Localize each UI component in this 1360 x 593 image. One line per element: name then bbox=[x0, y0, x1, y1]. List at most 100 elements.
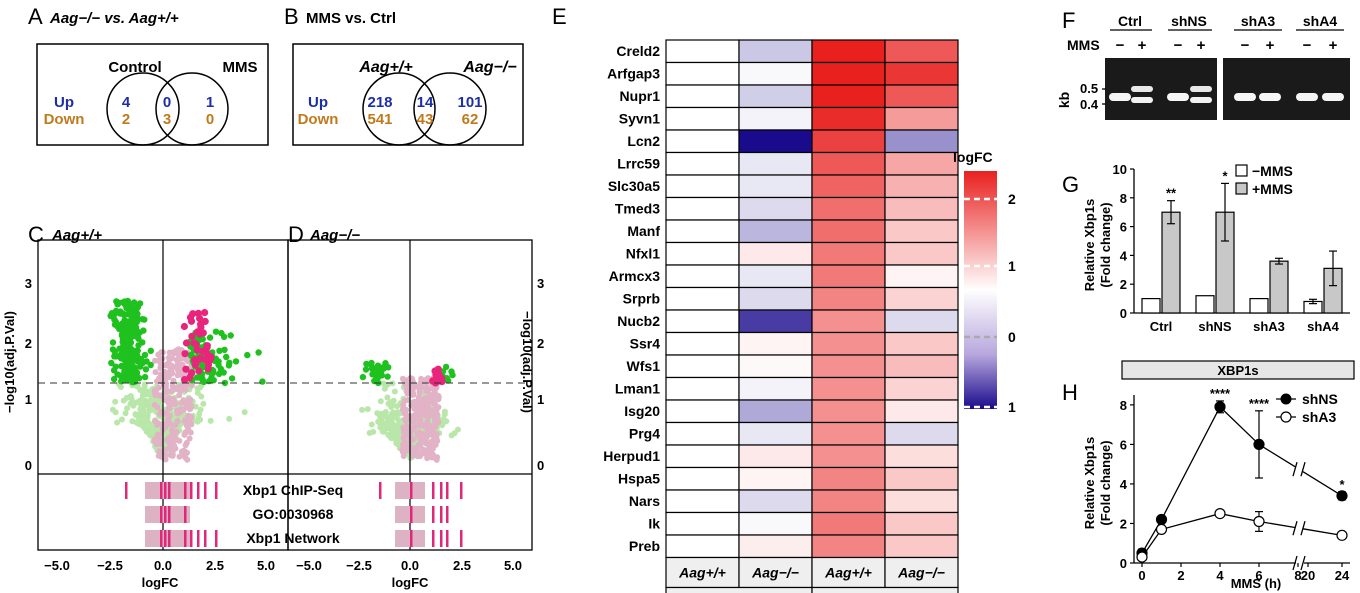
vol-x-tick-r2: 0.0 bbox=[401, 558, 419, 573]
track-gene-mark bbox=[160, 530, 163, 547]
volcano-point-nonsig bbox=[366, 430, 373, 436]
heatmap-cell bbox=[884, 106, 959, 131]
volcano-point-band bbox=[423, 440, 430, 447]
line-point-sha3 bbox=[1155, 523, 1168, 535]
heatmap-cell bbox=[884, 219, 959, 244]
volcano-point-band bbox=[185, 426, 192, 433]
volcano-point-target bbox=[202, 356, 210, 364]
volcano-point-sig bbox=[147, 361, 154, 369]
volcano-point-nonsig bbox=[388, 404, 395, 410]
volcano-point-sig bbox=[133, 370, 141, 377]
volcano-point-band bbox=[435, 404, 442, 411]
volcano-point-nonsig bbox=[391, 435, 398, 442]
bar-minus-mms bbox=[1195, 295, 1215, 314]
track-gene-mark bbox=[164, 482, 167, 499]
line-header-box bbox=[1121, 360, 1355, 380]
heatmap-cell bbox=[811, 511, 886, 536]
bar-x-tick-label: shA3 bbox=[1253, 319, 1285, 334]
heatmap-cell bbox=[665, 309, 740, 334]
volcano-point-sig bbox=[132, 320, 139, 327]
panel-c-title: Aag+/+ bbox=[51, 227, 102, 244]
volcano-right-xlabel: logFC bbox=[392, 575, 429, 590]
track-gene-mark bbox=[379, 482, 382, 499]
volcano-point-sig bbox=[109, 339, 117, 346]
volcano-point-band bbox=[423, 430, 430, 437]
volcano-point-band bbox=[174, 418, 181, 425]
heatmap-legend-bar bbox=[964, 171, 997, 409]
volcano-point-sig bbox=[218, 329, 225, 337]
volcano-point-target bbox=[192, 340, 200, 349]
vol-y2-tick-2: 2 bbox=[537, 336, 544, 351]
volcano-point-band bbox=[423, 383, 430, 390]
venn-col1: Control bbox=[108, 59, 161, 76]
heatmap-col-box bbox=[738, 556, 813, 589]
vol-x-tick-l1: −2.5 bbox=[97, 558, 123, 573]
vol-x-tick-r1: −2.5 bbox=[346, 558, 372, 573]
bar-ylabel-2: (Fold change) bbox=[1098, 202, 1113, 287]
heatmap-cell bbox=[738, 421, 813, 446]
volcano-point-target bbox=[180, 322, 188, 331]
line-point-sha3 bbox=[1336, 529, 1348, 541]
volcano-point-band bbox=[400, 434, 407, 441]
volcano-point-band bbox=[400, 401, 407, 408]
heatmap-group-box bbox=[811, 586, 959, 593]
venn-up-label: Up bbox=[54, 94, 74, 111]
bar-legend-minus: −MMS bbox=[1252, 163, 1293, 179]
volcano-point-band bbox=[162, 389, 169, 396]
track-gene-mark bbox=[446, 506, 449, 523]
track-gene-mark bbox=[125, 482, 128, 499]
heatmap-gene-labels: Creld2 Arfgap3 Nupr1 Syvn1 Lcn2 Lrrc59 Slc30a5… bbox=[603, 43, 660, 554]
volcano-point-band bbox=[429, 399, 436, 406]
volcano-point-sig bbox=[363, 360, 370, 368]
volcano-point-nonsig bbox=[139, 408, 145, 415]
heatmap-row-label: Herpud1 bbox=[603, 448, 660, 464]
volcano-point-nonsig bbox=[139, 392, 146, 399]
heatmap-cell bbox=[665, 489, 740, 514]
volcano-point-band bbox=[410, 385, 417, 392]
volcano-point-target bbox=[182, 365, 190, 373]
volcano-point-sig bbox=[225, 362, 233, 369]
vol-x-tick-r0: −5.0 bbox=[296, 558, 322, 573]
volcano-point-band bbox=[414, 430, 421, 437]
panel-f-gel: F Ctrl shNS shA3 shA4 MMS − + − + − + − + kb 0.… bbox=[1056, 8, 1350, 120]
track-gene-mark bbox=[440, 482, 443, 499]
track-gene-mark bbox=[460, 482, 463, 499]
volcano-point-target bbox=[195, 367, 203, 375]
volcano-point-band bbox=[400, 406, 407, 413]
volcano-point-nonsig bbox=[146, 408, 153, 415]
line-point-shns bbox=[1336, 490, 1348, 502]
bar-minus-mms bbox=[1249, 298, 1269, 314]
volcano-point-nonsig bbox=[381, 413, 388, 420]
volcano-point-sig bbox=[130, 379, 137, 386]
heatmap-cell bbox=[884, 129, 959, 154]
heatmap-row-label: Lcn2 bbox=[627, 133, 660, 149]
line-sig-6h: **** bbox=[1249, 396, 1270, 411]
venn-b-down-label: Down bbox=[298, 111, 339, 128]
volcano-point-sig bbox=[130, 299, 138, 306]
volcano-point-sig bbox=[384, 373, 391, 380]
heatmap-cell bbox=[665, 219, 740, 244]
heatmap-cell bbox=[884, 444, 959, 469]
bar-legend-swatch-plus bbox=[1235, 182, 1248, 195]
volcano-point-band bbox=[409, 378, 416, 385]
heatmap-cell bbox=[738, 84, 813, 109]
volcano-point-nonsig bbox=[195, 415, 202, 421]
panel-g-bar-chart: G Relative Xbp1s (Fold change) 0 2 4 6 8 10 Ct… bbox=[1062, 162, 1350, 334]
heatmap-cell bbox=[811, 466, 886, 491]
heatmap-col-label: Aag+/+ bbox=[678, 565, 726, 581]
heatmap-col-box bbox=[665, 556, 740, 589]
volcano-point-band bbox=[162, 383, 169, 390]
volcano-point-sig bbox=[259, 378, 266, 385]
heatmap-cell bbox=[665, 331, 740, 356]
volcano-point-sig bbox=[449, 371, 456, 379]
line-y-tick-label: 0 bbox=[1120, 556, 1127, 571]
line-y-tick-label: 4 bbox=[1120, 477, 1128, 492]
heatmap-legend-tick-neg: 1 bbox=[1008, 399, 1016, 415]
volcano-point-band bbox=[429, 422, 436, 429]
volcano-point-sig bbox=[125, 370, 133, 377]
volcano-right-ylabel: −log10(adj.P.Val) bbox=[520, 311, 535, 413]
gel-image-right bbox=[1223, 58, 1350, 120]
volcano-point-band bbox=[170, 350, 177, 357]
heatmap-cell bbox=[738, 399, 813, 424]
